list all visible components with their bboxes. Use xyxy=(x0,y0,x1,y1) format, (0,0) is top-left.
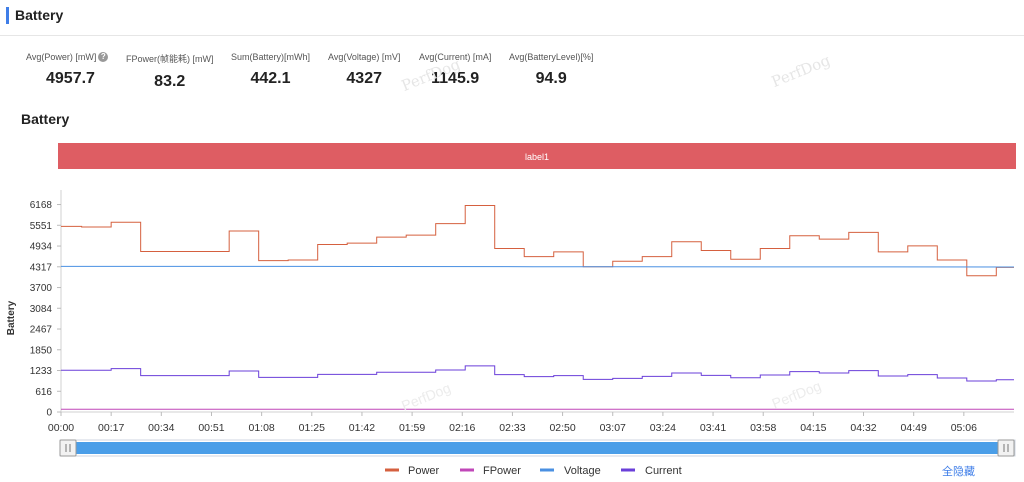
metric-avg-power: Avg(Power) [mW]? 4957.7 xyxy=(26,52,109,88)
zoom-handle-left[interactable] xyxy=(59,439,77,457)
x-tick-label: 01:08 xyxy=(248,422,274,434)
x-tick-label: 02:50 xyxy=(549,422,575,434)
legend-item-power[interactable]: Power xyxy=(385,465,440,477)
header-accent-bar xyxy=(6,7,9,24)
series-lines xyxy=(60,204,1015,410)
zoom-handle-right[interactable] xyxy=(997,439,1015,457)
y-axis: 0 616 1233 1850 2467 3084 3700 4317 4934 5551 6168 xyxy=(30,200,61,419)
metric-sum-battery: Sum(Battery)[mWh] 442.1 xyxy=(231,52,310,88)
x-tick-label: 05:06 xyxy=(951,422,977,434)
x-tick-label: 04:49 xyxy=(901,422,927,434)
metrics-summary: Avg(Power) [mW]? 4957.7 FPower(帧能耗) [mW]… xyxy=(0,52,700,97)
x-tick-label: 03:58 xyxy=(750,422,776,434)
metric-value: 1145.9 xyxy=(431,70,480,87)
y-tick-label: 5551 xyxy=(30,221,53,232)
metric-label: Avg(Power) [mW] xyxy=(26,52,97,62)
metric-value: 94.9 xyxy=(535,70,567,87)
zoom-range[interactable] xyxy=(70,442,1005,454)
legend-item-voltage[interactable]: Voltage xyxy=(540,465,601,477)
label-band[interactable] xyxy=(58,143,1016,169)
y-tick-label: 0 xyxy=(46,408,52,419)
legend-label: FPower xyxy=(483,465,521,477)
legend-item-fpower[interactable]: FPower xyxy=(460,465,521,477)
metric-label: Avg(BatteryLevel)[%] xyxy=(509,52,594,62)
x-tick-label: 03:24 xyxy=(650,422,676,434)
page-title: Battery xyxy=(15,7,64,23)
y-axis-label: Battery xyxy=(6,300,17,335)
chart-section-title: Battery xyxy=(21,111,70,127)
legend-item-current[interactable]: Current xyxy=(621,465,682,477)
metric-value: 4957.7 xyxy=(46,70,95,87)
zoom-slider[interactable] xyxy=(59,439,1016,457)
y-tick-label: 616 xyxy=(35,387,52,398)
metric-label: Sum(Battery)[mWh] xyxy=(231,52,311,62)
legend: Power FPower Voltage Current xyxy=(385,465,682,477)
x-tick-label: 03:41 xyxy=(700,422,726,434)
x-tick-label: 02:16 xyxy=(449,422,475,434)
y-tick-label: 3700 xyxy=(30,283,53,294)
label-band-text: label1 xyxy=(525,152,549,162)
metric-value: 83.2 xyxy=(154,73,186,90)
y-tick-label: 4317 xyxy=(30,262,53,273)
x-tick-label: 04:15 xyxy=(800,422,826,434)
x-axis: 00:00 00:17 00:34 00:51 01:08 01:25 01:42 01:59… xyxy=(48,412,977,434)
legend-label: Current xyxy=(645,465,682,477)
y-tick-label: 2467 xyxy=(30,325,53,336)
x-tick-label: 01:59 xyxy=(399,422,425,434)
hide-all-link[interactable]: 全隐藏 xyxy=(942,466,975,478)
x-tick-label: 01:25 xyxy=(299,422,325,434)
y-tick-label: 3084 xyxy=(30,304,53,315)
page-header: Battery xyxy=(0,0,1024,36)
watermark: PerfDog xyxy=(399,380,453,414)
metric-label: FPower(帧能耗) [mW] xyxy=(126,54,214,64)
metric-avg-voltage: Avg(Voltage) [mV] 4327 xyxy=(328,52,400,88)
y-tick-label: 1850 xyxy=(30,345,53,356)
legend-label: Voltage xyxy=(564,465,601,477)
series-power-line xyxy=(61,204,1014,277)
series-current-line xyxy=(61,365,1014,382)
x-tick-label: 00:00 xyxy=(48,422,74,434)
help-icon[interactable]: ? xyxy=(98,52,109,62)
y-tick-label: 6168 xyxy=(30,200,53,211)
x-tick-label: 00:17 xyxy=(98,422,124,434)
series-voltage-line xyxy=(60,265,1015,268)
metric-label: Avg(Voltage) [mV] xyxy=(328,52,401,62)
metric-avg-current: Avg(Current) [mA] 1145.9 xyxy=(419,52,491,88)
grid-lines xyxy=(60,190,1014,413)
metric-value: 4327 xyxy=(346,70,382,87)
watermark: PerfDog xyxy=(770,378,824,412)
legend-label: Power xyxy=(408,465,440,477)
x-tick-label: 04:32 xyxy=(850,422,876,434)
y-tick-label: 4934 xyxy=(30,242,53,253)
y-tick-label: 1233 xyxy=(30,366,53,377)
metric-value: 442.1 xyxy=(250,70,291,87)
x-tick-label: 03:07 xyxy=(600,422,626,434)
metric-avg-battery-level: Avg(BatteryLevel)[%] 94.9 xyxy=(509,52,593,88)
x-tick-label: 01:42 xyxy=(349,422,375,434)
x-tick-label: 02:33 xyxy=(499,422,525,434)
metric-label: Avg(Current) [mA] xyxy=(419,52,492,62)
x-tick-label: 00:51 xyxy=(198,422,224,434)
x-tick-label: 00:34 xyxy=(148,422,174,434)
metric-fpower: FPower(帧能耗) [mW] 83.2 xyxy=(126,52,214,91)
